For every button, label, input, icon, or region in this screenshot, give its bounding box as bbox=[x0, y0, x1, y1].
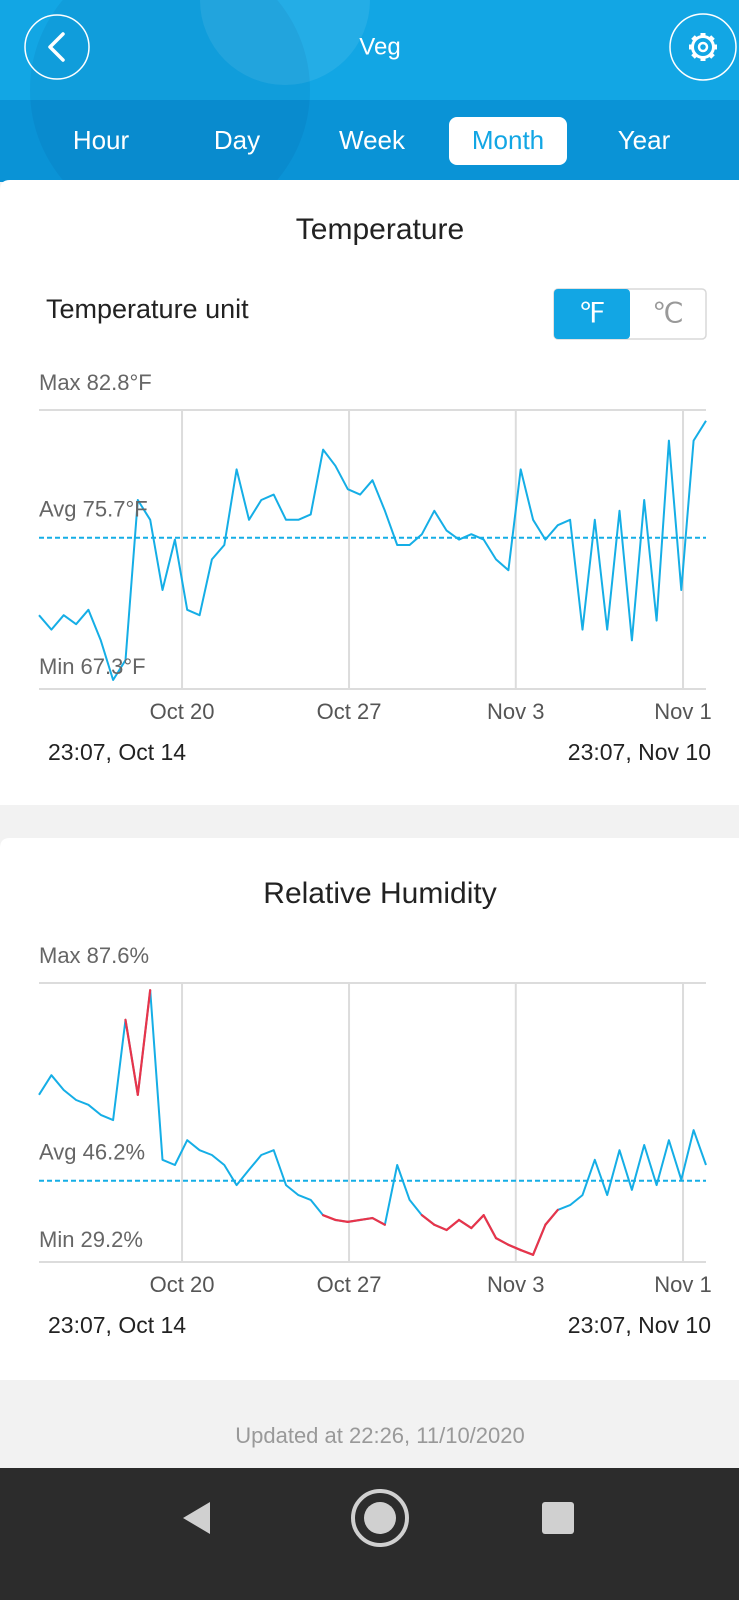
page-title: Veg bbox=[359, 33, 400, 60]
decor bbox=[200, 0, 370, 85]
alert-segment bbox=[544, 1208, 559, 1226]
alert-segment bbox=[371, 1216, 386, 1226]
back-button[interactable] bbox=[24, 14, 90, 80]
tab-bar bbox=[0, 100, 739, 182]
humidity-card bbox=[0, 838, 739, 1380]
unit-option[interactable]: ℃ bbox=[652, 297, 683, 328]
start-label: 23:07, Oct 14 bbox=[48, 1312, 186, 1338]
alert-segment bbox=[494, 1237, 510, 1246]
min-label: Min 67.3°F bbox=[39, 654, 146, 679]
tab[interactable]: Month bbox=[472, 125, 544, 155]
x-tick-label: Oct 27 bbox=[317, 1272, 382, 1297]
tab[interactable]: Day bbox=[214, 125, 260, 155]
nav-bar bbox=[0, 1468, 739, 1600]
alert-segment bbox=[457, 1218, 473, 1230]
active-tab-pill bbox=[449, 117, 567, 165]
alert-segment bbox=[420, 1214, 436, 1226]
decor bbox=[30, 0, 310, 230]
x-tick-label: Nov 3 bbox=[487, 1272, 544, 1297]
tab[interactable]: Week bbox=[339, 125, 406, 155]
min-label: Min 29.2% bbox=[39, 1227, 143, 1252]
max-label: Max 82.8°F bbox=[39, 370, 152, 395]
alert-segment bbox=[507, 1243, 522, 1252]
x-tick-label: Nov 1 bbox=[654, 1272, 711, 1297]
tab[interactable]: Hour bbox=[73, 125, 130, 155]
unit-label: Temperature unit bbox=[46, 294, 249, 324]
alert-segment bbox=[346, 1218, 362, 1223]
alert-segment bbox=[531, 1223, 547, 1256]
data-line bbox=[38, 420, 707, 681]
chart-title: Relative Humidity bbox=[263, 877, 496, 910]
nav-home[interactable] bbox=[351, 1489, 409, 1547]
x-tick-label: Oct 20 bbox=[150, 1272, 215, 1297]
x-tick-label: Nov 3 bbox=[487, 699, 544, 724]
nav-recents[interactable] bbox=[542, 1502, 574, 1534]
unit-toggle: ℉ ℃ bbox=[553, 288, 707, 340]
tab[interactable]: Year bbox=[618, 125, 671, 155]
nav-back[interactable] bbox=[183, 1502, 210, 1534]
chart-title: Temperature bbox=[296, 213, 464, 246]
x-tick-label: Nov 1 bbox=[654, 699, 711, 724]
alert-segment bbox=[124, 1018, 139, 1096]
end-label: 23:07, Nov 10 bbox=[568, 1312, 711, 1338]
unit-option[interactable]: ℉ bbox=[579, 297, 606, 328]
alert-segment bbox=[321, 1214, 337, 1222]
settings-button[interactable] bbox=[669, 13, 737, 81]
end-label: 23:07, Nov 10 bbox=[568, 739, 711, 765]
top-bar bbox=[0, 0, 739, 100]
avg-label: Avg 75.7°F bbox=[39, 497, 148, 522]
max-label: Max 87.6% bbox=[39, 943, 149, 968]
tabs: Hour Day Week Month Year bbox=[73, 117, 671, 165]
x-tick-label: Oct 20 bbox=[150, 699, 215, 724]
alert-segment bbox=[359, 1216, 374, 1222]
alert-segment bbox=[519, 1248, 535, 1256]
unit-selected bbox=[554, 289, 630, 339]
alert-segment bbox=[445, 1218, 461, 1232]
updated-text: Updated at 22:26, 11/10/2020 bbox=[235, 1423, 525, 1448]
alert-segment bbox=[433, 1223, 448, 1232]
start-label: 23:07, Oct 14 bbox=[48, 739, 186, 765]
x-tick-label: Oct 27 bbox=[317, 699, 382, 724]
alert-segment bbox=[482, 1214, 498, 1240]
alert-segment bbox=[470, 1214, 485, 1230]
alert-segment bbox=[136, 989, 152, 1096]
avg-label: Avg 46.2% bbox=[39, 1140, 145, 1165]
alert-segment bbox=[334, 1218, 349, 1223]
